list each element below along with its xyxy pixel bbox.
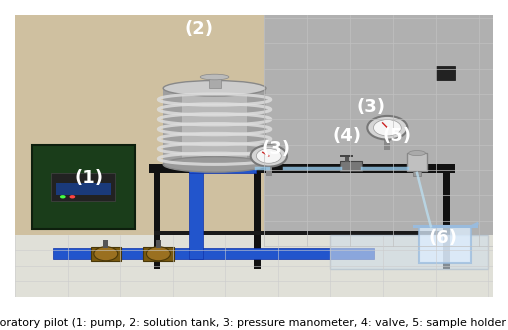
Text: (6): (6) bbox=[428, 229, 457, 247]
Bar bbox=[163, 88, 182, 164]
Bar bbox=[163, 88, 266, 164]
Bar bbox=[443, 173, 450, 269]
Circle shape bbox=[250, 145, 287, 167]
Bar bbox=[56, 183, 111, 195]
Bar bbox=[156, 241, 161, 248]
Circle shape bbox=[60, 195, 66, 198]
Text: Diagram of the laboratory pilot (1: pump, 2: solution tank, 3: pressure manomete: Diagram of the laboratory pilot (1: pump… bbox=[0, 318, 508, 328]
Bar bbox=[247, 88, 266, 164]
Polygon shape bbox=[15, 15, 264, 246]
Bar bbox=[153, 231, 450, 235]
Bar bbox=[189, 167, 257, 173]
Ellipse shape bbox=[163, 81, 266, 96]
Circle shape bbox=[94, 247, 118, 261]
Bar bbox=[209, 77, 220, 88]
Bar bbox=[340, 154, 354, 157]
Text: (5): (5) bbox=[383, 127, 412, 145]
Text: (2): (2) bbox=[184, 20, 213, 38]
Circle shape bbox=[257, 148, 281, 163]
Bar bbox=[90, 247, 121, 261]
Bar bbox=[436, 66, 455, 80]
Circle shape bbox=[70, 195, 75, 198]
Ellipse shape bbox=[200, 74, 229, 80]
Ellipse shape bbox=[408, 150, 425, 156]
Ellipse shape bbox=[163, 157, 266, 172]
Bar bbox=[51, 173, 115, 201]
Bar bbox=[189, 170, 203, 259]
Text: (3): (3) bbox=[261, 140, 290, 158]
Bar bbox=[340, 161, 362, 171]
Bar bbox=[266, 162, 272, 176]
Bar bbox=[345, 156, 348, 162]
Bar bbox=[413, 171, 421, 176]
Polygon shape bbox=[419, 226, 471, 263]
Bar bbox=[149, 164, 455, 173]
Polygon shape bbox=[264, 15, 493, 246]
Text: (4): (4) bbox=[333, 127, 362, 145]
Bar bbox=[143, 247, 174, 261]
Bar bbox=[53, 248, 373, 259]
Circle shape bbox=[146, 247, 170, 261]
Bar bbox=[153, 173, 161, 269]
Text: (1): (1) bbox=[75, 170, 104, 187]
Bar bbox=[331, 235, 488, 269]
Bar bbox=[104, 241, 108, 248]
Bar bbox=[385, 133, 390, 150]
Circle shape bbox=[367, 116, 407, 140]
Bar bbox=[254, 173, 261, 269]
Bar bbox=[15, 235, 493, 297]
Bar bbox=[31, 145, 135, 229]
Circle shape bbox=[373, 119, 401, 136]
Bar bbox=[407, 153, 427, 171]
Text: (3): (3) bbox=[357, 98, 386, 115]
